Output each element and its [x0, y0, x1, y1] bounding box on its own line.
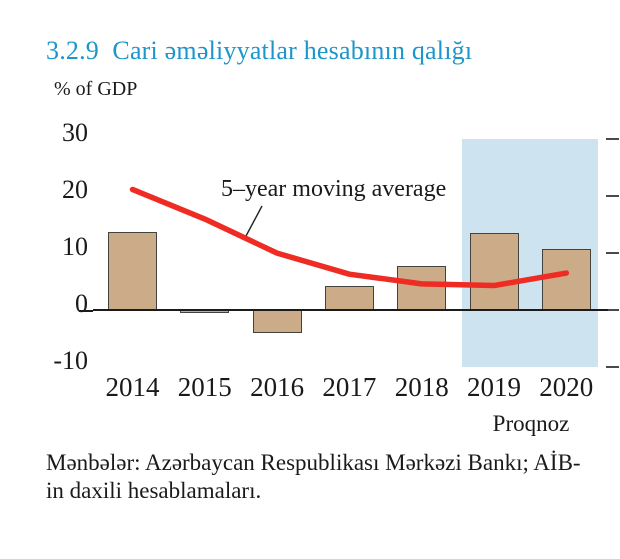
x-axis-label-2020: 2020: [539, 372, 594, 402]
y-axis-label--10: -10: [53, 345, 88, 375]
x-axis-label-2014: 2014: [105, 372, 160, 402]
y-axis-label-10: 10: [62, 232, 88, 262]
x-axis-label-2018: 2018: [394, 372, 449, 402]
bar-2018: [397, 265, 447, 310]
x-axis-label-2016: 2016: [250, 372, 305, 402]
bar-2017: [324, 286, 374, 310]
bar-2019: [469, 232, 519, 310]
y-axis-tick-right--10: [606, 365, 619, 368]
figure-title: 3.2.9 Cari əməliyyatlar hesabının qalığı: [46, 36, 473, 65]
x-axis-label-2015: 2015: [177, 372, 232, 402]
forecast-label: Proqnoz: [492, 411, 570, 436]
bar-2014: [108, 231, 157, 310]
source-note-line-1: Mənbələr: Azərbaycan Respublikası Mərkəz…: [46, 450, 581, 475]
x-axis-label-2017: 2017: [322, 372, 377, 402]
y-axis-label-0: 0: [75, 289, 88, 318]
y-axis-tick-right-10: [606, 252, 619, 255]
y-axis-unit-label: % of GDP: [54, 78, 138, 100]
source-note: Mənbələr: Azərbaycan Respublikası Mərkəz…: [46, 449, 620, 505]
bar-2020: [541, 249, 591, 310]
annotation-leader-line: [245, 205, 263, 237]
moving-average-label: 5–year moving average: [221, 176, 447, 202]
y-axis-tick-left-0: [79, 310, 93, 312]
y-axis-tick-right-30: [606, 138, 619, 141]
x-axis-label-2019: 2019: [467, 372, 521, 402]
y-axis-label-30: 30: [62, 118, 88, 148]
source-note-line-2: in daxili hesablamaları.: [46, 478, 262, 503]
y-axis-label-20: 20: [62, 175, 88, 205]
bar-2016: [252, 310, 302, 334]
y-axis-tick-right-0: [606, 309, 619, 311]
x-axis-line: [93, 309, 608, 311]
y-axis-tick-right-20: [606, 195, 619, 198]
